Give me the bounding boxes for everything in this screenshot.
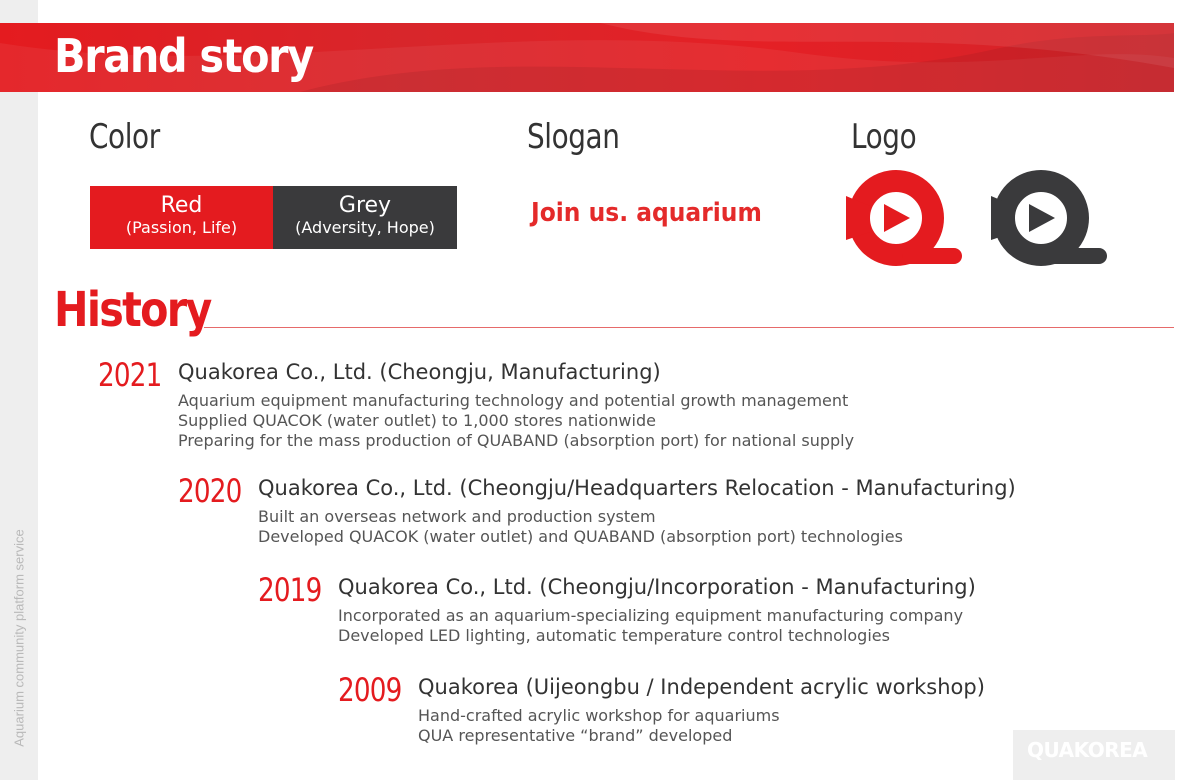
swatch-name: Red (160, 193, 203, 218)
history-divider (204, 327, 1174, 328)
history-entry-title: Quakorea Co., Ltd. (Cheongju, Manufactur… (178, 360, 661, 384)
footer-brand-text: QUAKOREA (1027, 738, 1148, 762)
history-entry-lines: Aquarium equipment manufacturing technol… (178, 391, 854, 451)
history-entry-title: Quakorea Co., Ltd. (Cheongju/Incorporati… (338, 575, 976, 599)
page-title: Brand story (54, 29, 314, 83)
footer-brand-logo: QUAKOREA (1013, 730, 1175, 780)
history-year: 2020 (178, 472, 242, 510)
history-entry-title: Quakorea (Uijeongbu / Independent acryli… (418, 675, 985, 699)
color-swatch-grey: Grey (Adversity, Hope) (273, 186, 457, 249)
side-strip: Aquarium community platform service (0, 0, 38, 780)
history-line: Built an overseas network and production… (258, 507, 656, 526)
history-line: Developed QUACOK (water outlet) and QUAB… (258, 527, 903, 546)
swatch-name: Grey (338, 193, 392, 218)
slogan-section-title: Slogan (527, 117, 620, 157)
color-swatch-red: Red (Passion, Life) (90, 186, 273, 249)
qua-logo-red-icon (846, 170, 962, 266)
slogan-text: Join us. aquarium (531, 198, 762, 228)
qua-logo-grey-icon (991, 170, 1107, 266)
history-entry-lines: Hand-crafted acrylic workshop for aquari… (418, 706, 780, 746)
history-line: Aquarium equipment manufacturing technol… (178, 391, 849, 410)
history-line: Hand-crafted acrylic workshop for aquari… (418, 706, 780, 725)
history-line: QUA representative “brand” developed (418, 726, 733, 745)
header-banner: Brand story (0, 23, 1174, 92)
history-entry-title: Quakorea Co., Ltd. (Cheongju/Headquarter… (258, 476, 1016, 500)
history-line: Supplied QUACOK (water outlet) to 1,000 … (178, 411, 656, 430)
sidebar-caption: Aquarium community platform service (11, 529, 27, 747)
history-title: History (54, 282, 212, 338)
swatch-description: (Adversity, Hope) (295, 218, 435, 237)
history-entry-lines: Incorporated as an aquarium-specializing… (338, 606, 963, 646)
logo-section-title: Logo (851, 117, 917, 157)
history-entry-lines: Built an overseas network and production… (258, 507, 903, 547)
color-section-title: Color (89, 117, 160, 157)
history-line: Incorporated as an aquarium-specializing… (338, 606, 964, 625)
history-year: 2019 (258, 571, 322, 609)
history-line: Developed LED lighting, automatic temper… (338, 626, 890, 645)
banner-wave-decoration (0, 23, 1174, 92)
swatch-description: (Passion, Life) (125, 218, 238, 237)
history-year: 2009 (338, 671, 402, 709)
history-year: 2021 (98, 356, 162, 394)
history-line: Preparing for the mass production of QUA… (178, 431, 855, 450)
